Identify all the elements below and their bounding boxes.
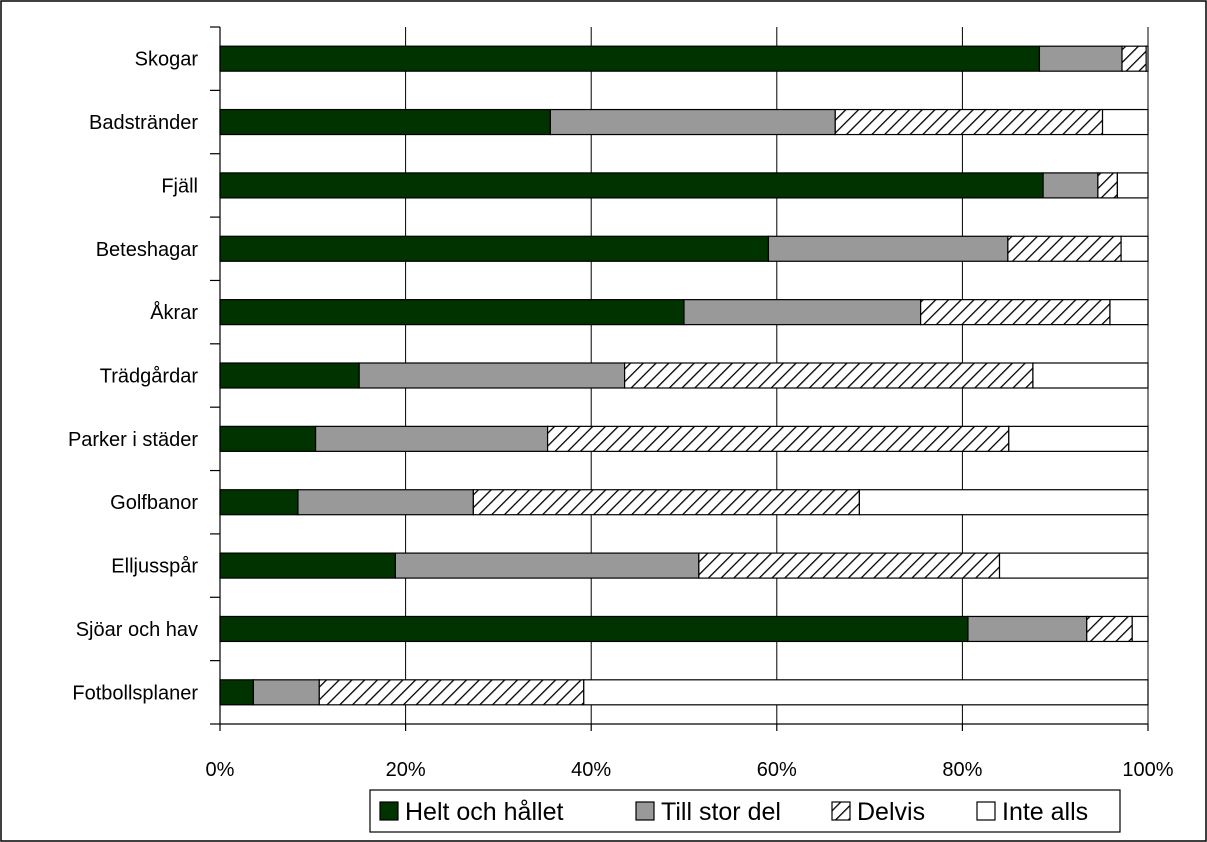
category-label: Beteshagar <box>96 239 199 261</box>
x-tick-label: 100% <box>1122 759 1173 781</box>
x-tick-label: 20% <box>386 759 426 781</box>
bar-segment <box>583 679 1149 706</box>
bar-segment <box>1101 108 1149 136</box>
bar-segment <box>1131 615 1149 643</box>
bar-segment <box>624 362 1034 389</box>
bar-segment <box>219 172 1044 199</box>
bar-segment <box>358 362 626 389</box>
bar-segment <box>1038 45 1123 72</box>
bar-segment <box>858 489 1149 516</box>
bar-segment <box>297 489 474 516</box>
bar-segment <box>998 552 1149 579</box>
bar-segment <box>1007 235 1122 262</box>
bar-segment <box>1042 172 1099 199</box>
axes <box>210 26 1149 731</box>
bar-segment <box>219 45 1041 72</box>
x-tick-label: 60% <box>757 759 797 781</box>
category-label: Fotbollsplaner <box>72 682 198 704</box>
bar-segment <box>920 299 1111 326</box>
x-tick-label: 80% <box>942 759 982 781</box>
legend-label: Till stor del <box>661 798 781 826</box>
bar-segment <box>314 425 549 452</box>
x-tick-label: 0% <box>206 759 235 781</box>
bar-segment <box>219 425 317 452</box>
category-label: Trädgårdar <box>100 366 199 388</box>
bar-segment <box>546 425 1010 452</box>
bar-segment <box>549 108 836 136</box>
x-tick-label: 40% <box>571 759 611 781</box>
legend-swatch <box>635 801 655 821</box>
bar-segment <box>767 235 1009 262</box>
legend-swatch <box>379 801 399 821</box>
bar-segment <box>219 615 969 643</box>
bars <box>219 45 1149 706</box>
bar-segment <box>252 679 320 706</box>
category-label: Skogar <box>135 49 199 71</box>
legend-swatch <box>831 801 851 821</box>
category-label: Åkrar <box>150 301 198 324</box>
bar-segment <box>1120 235 1149 262</box>
bar-segment <box>219 235 770 262</box>
bar-segment <box>219 489 299 516</box>
legend-box <box>369 789 1121 833</box>
bar-segment <box>967 615 1088 643</box>
bar-segment <box>683 299 922 326</box>
bar-segment <box>219 299 685 326</box>
bar-segment <box>219 362 360 389</box>
bar-segment <box>1121 45 1147 72</box>
bar-segment <box>1109 299 1149 326</box>
bar-segment <box>1032 362 1149 389</box>
bar-segment <box>1097 172 1118 199</box>
bar-segment <box>1008 425 1149 452</box>
category-label: Fjäll <box>161 175 198 197</box>
bar-segment <box>394 552 700 579</box>
legend-label: Helt och hållet <box>405 798 563 826</box>
legend-swatch <box>976 801 996 821</box>
bar-segment <box>318 679 585 706</box>
legend: Helt och hållet Till stor del Delvis Inte a… <box>369 789 1121 833</box>
category-label: Elljusspår <box>111 556 198 578</box>
category-label: Sjöar och hav <box>76 619 198 641</box>
category-label: Parker i städer <box>68 429 198 451</box>
category-label: Golfbanor <box>110 492 198 514</box>
bar-segment <box>219 552 396 579</box>
legend-label: Inte alls <box>1002 798 1088 826</box>
bar-segment <box>698 552 1001 579</box>
category-labels: Skogar Badstränder Fjäll Beteshagar Åkrar Trä… <box>68 49 198 705</box>
category-label: Badstränder <box>89 112 198 134</box>
bar-segment <box>1116 172 1149 199</box>
bar-segment <box>472 489 860 516</box>
bar-segment <box>219 679 255 706</box>
bar-segment <box>834 108 1104 136</box>
legend-label: Delvis <box>857 798 925 826</box>
bar-segment <box>1086 615 1133 643</box>
bar-segment <box>1145 45 1149 72</box>
x-tick-labels: 0% 20% 40% 60% 80% 100% <box>206 759 1174 781</box>
bar-segment <box>219 108 551 136</box>
